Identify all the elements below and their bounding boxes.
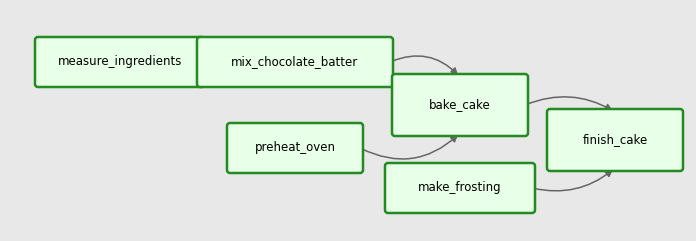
FancyArrowPatch shape [391,56,457,74]
FancyBboxPatch shape [197,37,393,87]
FancyArrowPatch shape [533,171,612,191]
Text: finish_cake: finish_cake [583,134,647,147]
Text: make_frosting: make_frosting [418,181,502,194]
FancyArrowPatch shape [200,59,207,65]
FancyBboxPatch shape [35,37,205,87]
FancyArrowPatch shape [361,136,457,159]
Text: bake_cake: bake_cake [429,99,491,112]
FancyBboxPatch shape [385,163,535,213]
FancyArrowPatch shape [526,97,611,110]
FancyBboxPatch shape [227,123,363,173]
FancyBboxPatch shape [392,74,528,136]
Text: measure_ingredients: measure_ingredients [58,55,182,68]
FancyBboxPatch shape [547,109,683,171]
Text: mix_chocolate_batter: mix_chocolate_batter [231,55,358,68]
Text: preheat_oven: preheat_oven [255,141,335,154]
